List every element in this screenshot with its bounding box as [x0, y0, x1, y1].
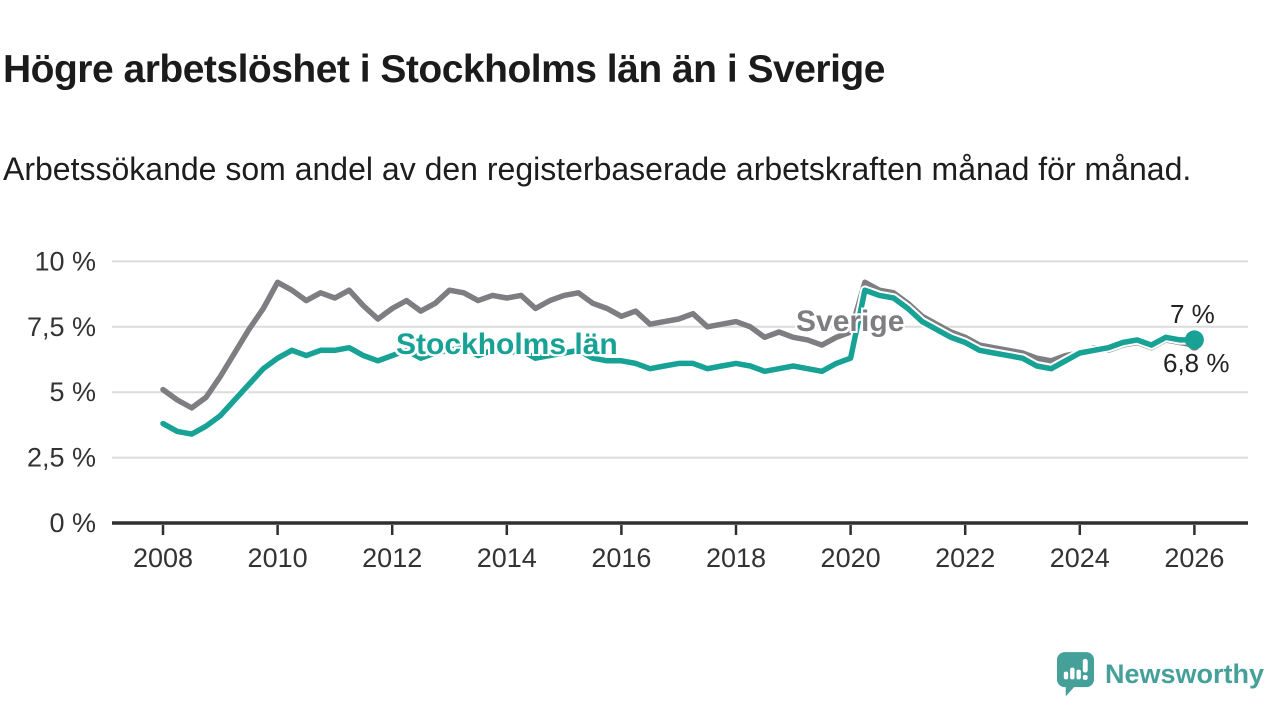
- end-value-label-stockholm: 7 %: [1170, 299, 1215, 329]
- x-axis-label: 2008: [133, 543, 193, 573]
- end-value-label-sverige: 6,8 %: [1163, 348, 1230, 378]
- x-axis-label: 2024: [1050, 543, 1110, 573]
- x-axis-label: 2014: [477, 543, 537, 573]
- chart-subtitle: Arbetssökande som andel av den registerb…: [3, 151, 1192, 187]
- y-axis-label: 7,5 %: [27, 312, 96, 342]
- sverige-line: [160, 279, 1198, 411]
- stockholm-end-dot: [1184, 330, 1204, 350]
- x-axis-label: 2026: [1164, 543, 1224, 573]
- chart-title: Högre arbetslöshet i Stockholms län än i…: [3, 48, 885, 92]
- y-axis-label: 2,5 %: [27, 443, 96, 473]
- x-axis-label: 2016: [591, 543, 651, 573]
- stockholm-line: [160, 287, 1198, 437]
- y-axis-label: 10 %: [34, 246, 96, 276]
- x-axis-label: 2010: [248, 543, 308, 573]
- x-axis-label: 2022: [935, 543, 995, 573]
- series-label-stockholm: Stockholms län: [396, 328, 618, 361]
- brand-name: Newsworthy: [1105, 658, 1265, 689]
- x-axis-label: 2018: [706, 543, 766, 573]
- series-label-sverige: Sverige: [796, 305, 905, 338]
- newsworthy-logo-icon: [1056, 652, 1095, 697]
- y-axis-label: 0 %: [49, 508, 96, 538]
- x-axis-label: 2020: [821, 543, 881, 573]
- x-axis-label: 2012: [362, 543, 422, 573]
- brand-footer: Newsworthy: [1056, 651, 1264, 697]
- y-axis-label: 5 %: [49, 377, 96, 407]
